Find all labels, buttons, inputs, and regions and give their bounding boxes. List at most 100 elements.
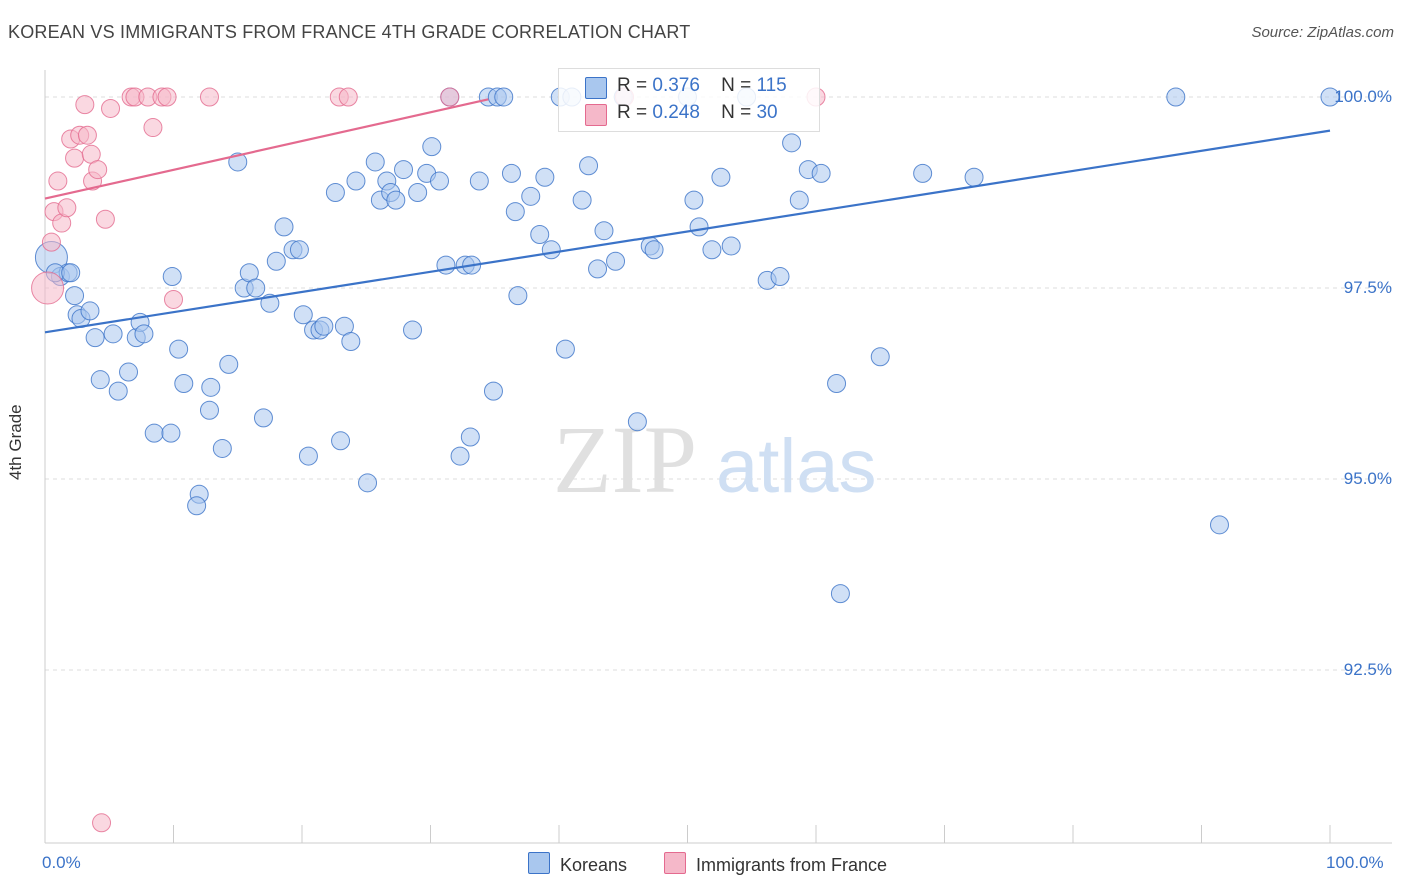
x-tick-label-max: 100.0% xyxy=(1326,853,1384,872)
watermark-atlas: atlas xyxy=(716,424,877,509)
korean-point xyxy=(460,427,480,447)
korean-point xyxy=(394,160,414,180)
legend-n-label: N = xyxy=(721,102,752,123)
korean-point xyxy=(187,496,207,516)
y-tick-label: 100.0% xyxy=(1334,87,1392,106)
france-point xyxy=(440,87,460,107)
korean-point xyxy=(108,381,128,401)
korean-point xyxy=(298,446,318,466)
korean-point xyxy=(325,183,345,202)
legend-label-france: Immigrants from France xyxy=(696,855,888,875)
france-point xyxy=(95,209,115,229)
korean-point xyxy=(358,473,378,493)
korean-point xyxy=(689,217,709,237)
korean-point xyxy=(161,423,181,443)
france-point xyxy=(77,125,97,145)
korean-point xyxy=(314,316,334,336)
trend-lines xyxy=(44,98,1331,334)
korean-point xyxy=(293,305,313,325)
korean-point xyxy=(702,240,722,260)
korean-point xyxy=(85,328,105,348)
korean-point xyxy=(535,167,555,187)
korean-point xyxy=(346,171,366,191)
correlation-legend: R = 0.376 N = 115 R = 0.248 N = 30 xyxy=(558,68,820,132)
korean-point xyxy=(830,584,850,604)
korean-point xyxy=(811,163,831,183)
france-point xyxy=(88,160,108,180)
korean-point xyxy=(162,267,182,287)
korean-point xyxy=(541,240,561,260)
korean-point xyxy=(119,362,139,382)
korean-point xyxy=(144,423,164,443)
series-france xyxy=(31,87,826,833)
korean-point xyxy=(80,301,100,321)
legend-r-koreans: 0.376 xyxy=(652,75,700,96)
france-point xyxy=(48,171,68,191)
korean-point xyxy=(789,190,809,210)
france-point xyxy=(65,148,85,168)
gridlines xyxy=(45,96,1392,671)
y-tick-label: 95.0% xyxy=(1343,469,1392,488)
korean-point xyxy=(1166,87,1186,107)
chart-title: KOREAN VS IMMIGRANTS FROM FRANCE 4TH GRA… xyxy=(8,22,691,42)
korean-point xyxy=(782,133,802,153)
korean-point xyxy=(212,438,232,458)
korean-point xyxy=(1320,87,1340,107)
france-point xyxy=(75,95,95,115)
korean-point xyxy=(606,251,626,271)
france-point xyxy=(338,87,358,107)
korean-point xyxy=(169,339,189,359)
korean-point xyxy=(199,400,219,420)
korean-point xyxy=(1209,515,1229,535)
korean-point xyxy=(964,167,984,187)
korean-point xyxy=(494,87,514,107)
korean-point xyxy=(505,202,525,222)
korean-point xyxy=(627,412,647,432)
france-point xyxy=(199,87,219,107)
korean-point xyxy=(408,183,428,202)
legend-swatch-france xyxy=(664,852,686,874)
korean-point xyxy=(174,374,194,393)
korean-point xyxy=(644,240,664,260)
korean-point xyxy=(201,377,221,397)
axes xyxy=(44,70,1392,844)
korean-point xyxy=(219,354,239,374)
korean-point xyxy=(469,171,489,191)
korean-point xyxy=(386,190,406,210)
france-point xyxy=(41,232,61,252)
korean-point xyxy=(289,240,309,260)
y-tick-label: 92.5% xyxy=(1343,660,1392,679)
korean-point xyxy=(429,171,449,191)
korean-point xyxy=(770,267,790,287)
bottom-legend-france[interactable]: Immigrants from France xyxy=(664,852,887,876)
korean-point xyxy=(365,152,385,172)
korean-point xyxy=(913,163,933,183)
korean-point xyxy=(246,278,266,298)
korean-point xyxy=(450,446,470,466)
x-tick-label-min: 0.0% xyxy=(42,853,81,872)
legend-swatch-koreans xyxy=(528,852,550,874)
bottom-legend-koreans[interactable]: Koreans xyxy=(528,852,627,876)
korean-point xyxy=(530,225,550,245)
korean-point xyxy=(827,374,847,393)
trend-line-france xyxy=(44,98,489,200)
korean-point xyxy=(341,331,361,351)
korean-point xyxy=(501,163,521,183)
series-koreans xyxy=(34,87,1340,604)
korean-point xyxy=(572,190,592,210)
korean-point xyxy=(274,217,294,237)
korean-point xyxy=(483,381,503,401)
korean-point xyxy=(684,190,704,210)
france-point xyxy=(164,289,183,309)
korean-point xyxy=(403,320,423,340)
legend-swatch-france xyxy=(585,104,607,126)
korean-point xyxy=(588,259,608,279)
france-point xyxy=(31,271,65,305)
korean-point xyxy=(594,221,614,241)
watermark-zip: ZIP xyxy=(553,406,697,513)
source-label: Source: ZipAtlas.com xyxy=(1251,24,1394,41)
y-tick-label: 97.5% xyxy=(1343,278,1392,297)
france-point xyxy=(157,87,177,107)
korean-point xyxy=(711,167,731,187)
